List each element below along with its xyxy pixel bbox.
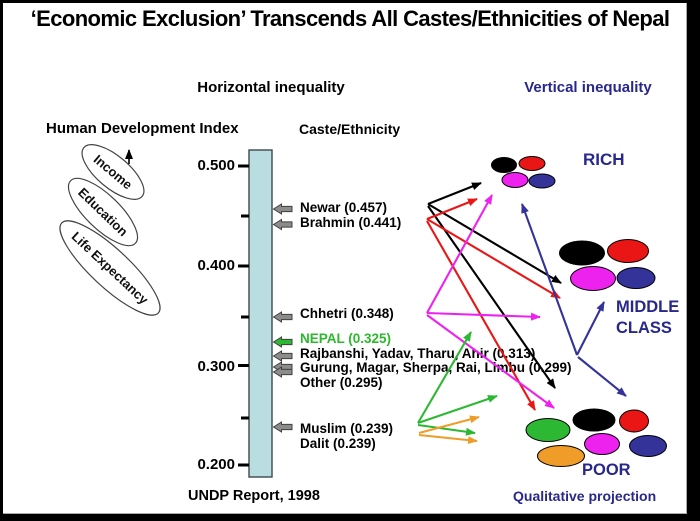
tick-label-0300: 0.300 [197,358,235,375]
group-label-chhetri: Chhetri (0.348) [300,306,394,321]
horizontal-inequality-heading: Horizontal inequality [197,79,345,96]
group-label-muslim: Muslim (0.239) [300,421,394,436]
class-label-middle: MIDDLE CLASS [616,298,680,337]
class-label-rich: RICH [583,150,625,169]
group-label-rajbanshi: Rajbanshi, Yadav, Tharu, Ahir (0.313) [300,346,536,361]
group-label-newar: Newar (0.457) [300,200,388,215]
tick-label-0500: 0.500 [197,157,235,174]
caste-column-heading: Caste/Ethnicity [299,121,401,137]
group-label-brahmin: Brahmin (0.441) [300,215,402,230]
hdi-axis-heading: Human Development Index [46,120,239,137]
source-note: UNDP Report, 1998 [188,488,320,504]
vertical-inequality-heading: Vertical inequality [524,79,652,96]
group-label-other: Other (0.295) [300,375,383,390]
class-label-poor: POOR [582,461,631,479]
tick-label-0400: 0.400 [197,257,235,274]
tick-label-0200: 0.200 [197,456,235,473]
qualitative-projection-note: Qualitative projection [513,488,657,504]
slide-title: ‘Economic Exclusion’ Transcends All Cast… [30,6,670,31]
group-label-dalit: Dalit (0.239) [300,436,376,451]
group-label-gurung: Gurung, Magar, Sherpa, Rai, Limbu (0.299… [300,360,572,375]
group-label-nepal: NEPAL (0.325) [300,331,392,346]
